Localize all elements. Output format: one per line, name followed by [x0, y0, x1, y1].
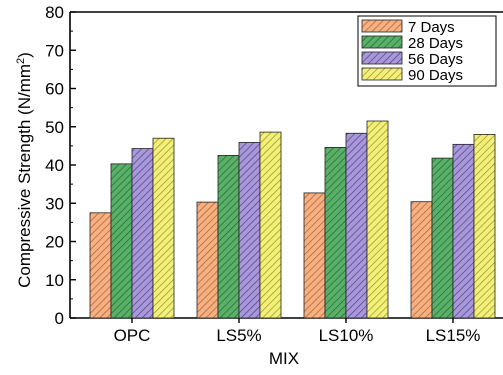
x-tick-label: LS15% [426, 326, 481, 345]
bar-opc-7-days [89, 212, 112, 319]
y-tick-label: 20 [45, 233, 64, 252]
x-axis-label: MIX [269, 349, 299, 368]
bar-ls10pct-28-days [324, 147, 347, 319]
legend-swatch-7-days [361, 19, 403, 33]
x-tick-label: OPC [114, 326, 151, 345]
bar-opc-90-days [152, 137, 175, 319]
bar-ls15pct-28-days [431, 157, 454, 319]
y-axis-label-main: Compressive Strength (N/mm [15, 64, 34, 288]
y-tick-label: 0 [55, 309, 64, 328]
bar-ls15pct-56-days [452, 143, 475, 319]
bars-group [89, 120, 496, 319]
bar-ls15pct-7-days [410, 201, 433, 319]
legend-label: 56 Days [408, 51, 463, 68]
bar-ls10pct-56-days [345, 132, 368, 319]
bar-ls5pct-28-days [217, 155, 240, 319]
legend-swatch-28-days [361, 35, 403, 49]
y-tick-label: 80 [45, 3, 64, 22]
legend-swatch-56-days [361, 51, 403, 65]
y-tick-label: 30 [45, 194, 64, 213]
y-axis-label-tail: ) [15, 52, 34, 58]
x-tick-label: LS10% [319, 326, 374, 345]
bar-ls5pct-7-days [196, 201, 219, 319]
x-axis: OPC LS5% LS10% LS15% [114, 318, 481, 345]
y-axis-label-sup: 2 [15, 58, 27, 64]
y-axis-label: Compressive Strength (N/mm2) [15, 52, 34, 288]
bar-ls5pct-90-days [259, 131, 282, 319]
bar-opc-28-days [110, 163, 133, 319]
legend-swatch-90-days [361, 67, 403, 81]
legend-label: 90 Days [408, 67, 463, 84]
bar-ls10pct-7-days [303, 192, 326, 319]
bar-ls5pct-56-days [238, 142, 261, 319]
legend-label: 28 Days [408, 35, 463, 52]
y-tick-label: 50 [45, 118, 64, 137]
y-axis: 0 10 20 30 40 50 60 70 80 [45, 3, 76, 328]
bar-ls10pct-90-days [366, 120, 389, 319]
y-tick-label: 10 [45, 271, 64, 290]
y-tick-label: 70 [45, 41, 64, 60]
legend-label: 7 Days [408, 19, 455, 36]
bar-ls15pct-90-days [473, 133, 496, 319]
y-tick-label: 40 [45, 156, 64, 175]
y-tick-label: 60 [45, 80, 64, 99]
x-tick-label: LS5% [216, 326, 261, 345]
bar-opc-56-days [131, 148, 154, 319]
